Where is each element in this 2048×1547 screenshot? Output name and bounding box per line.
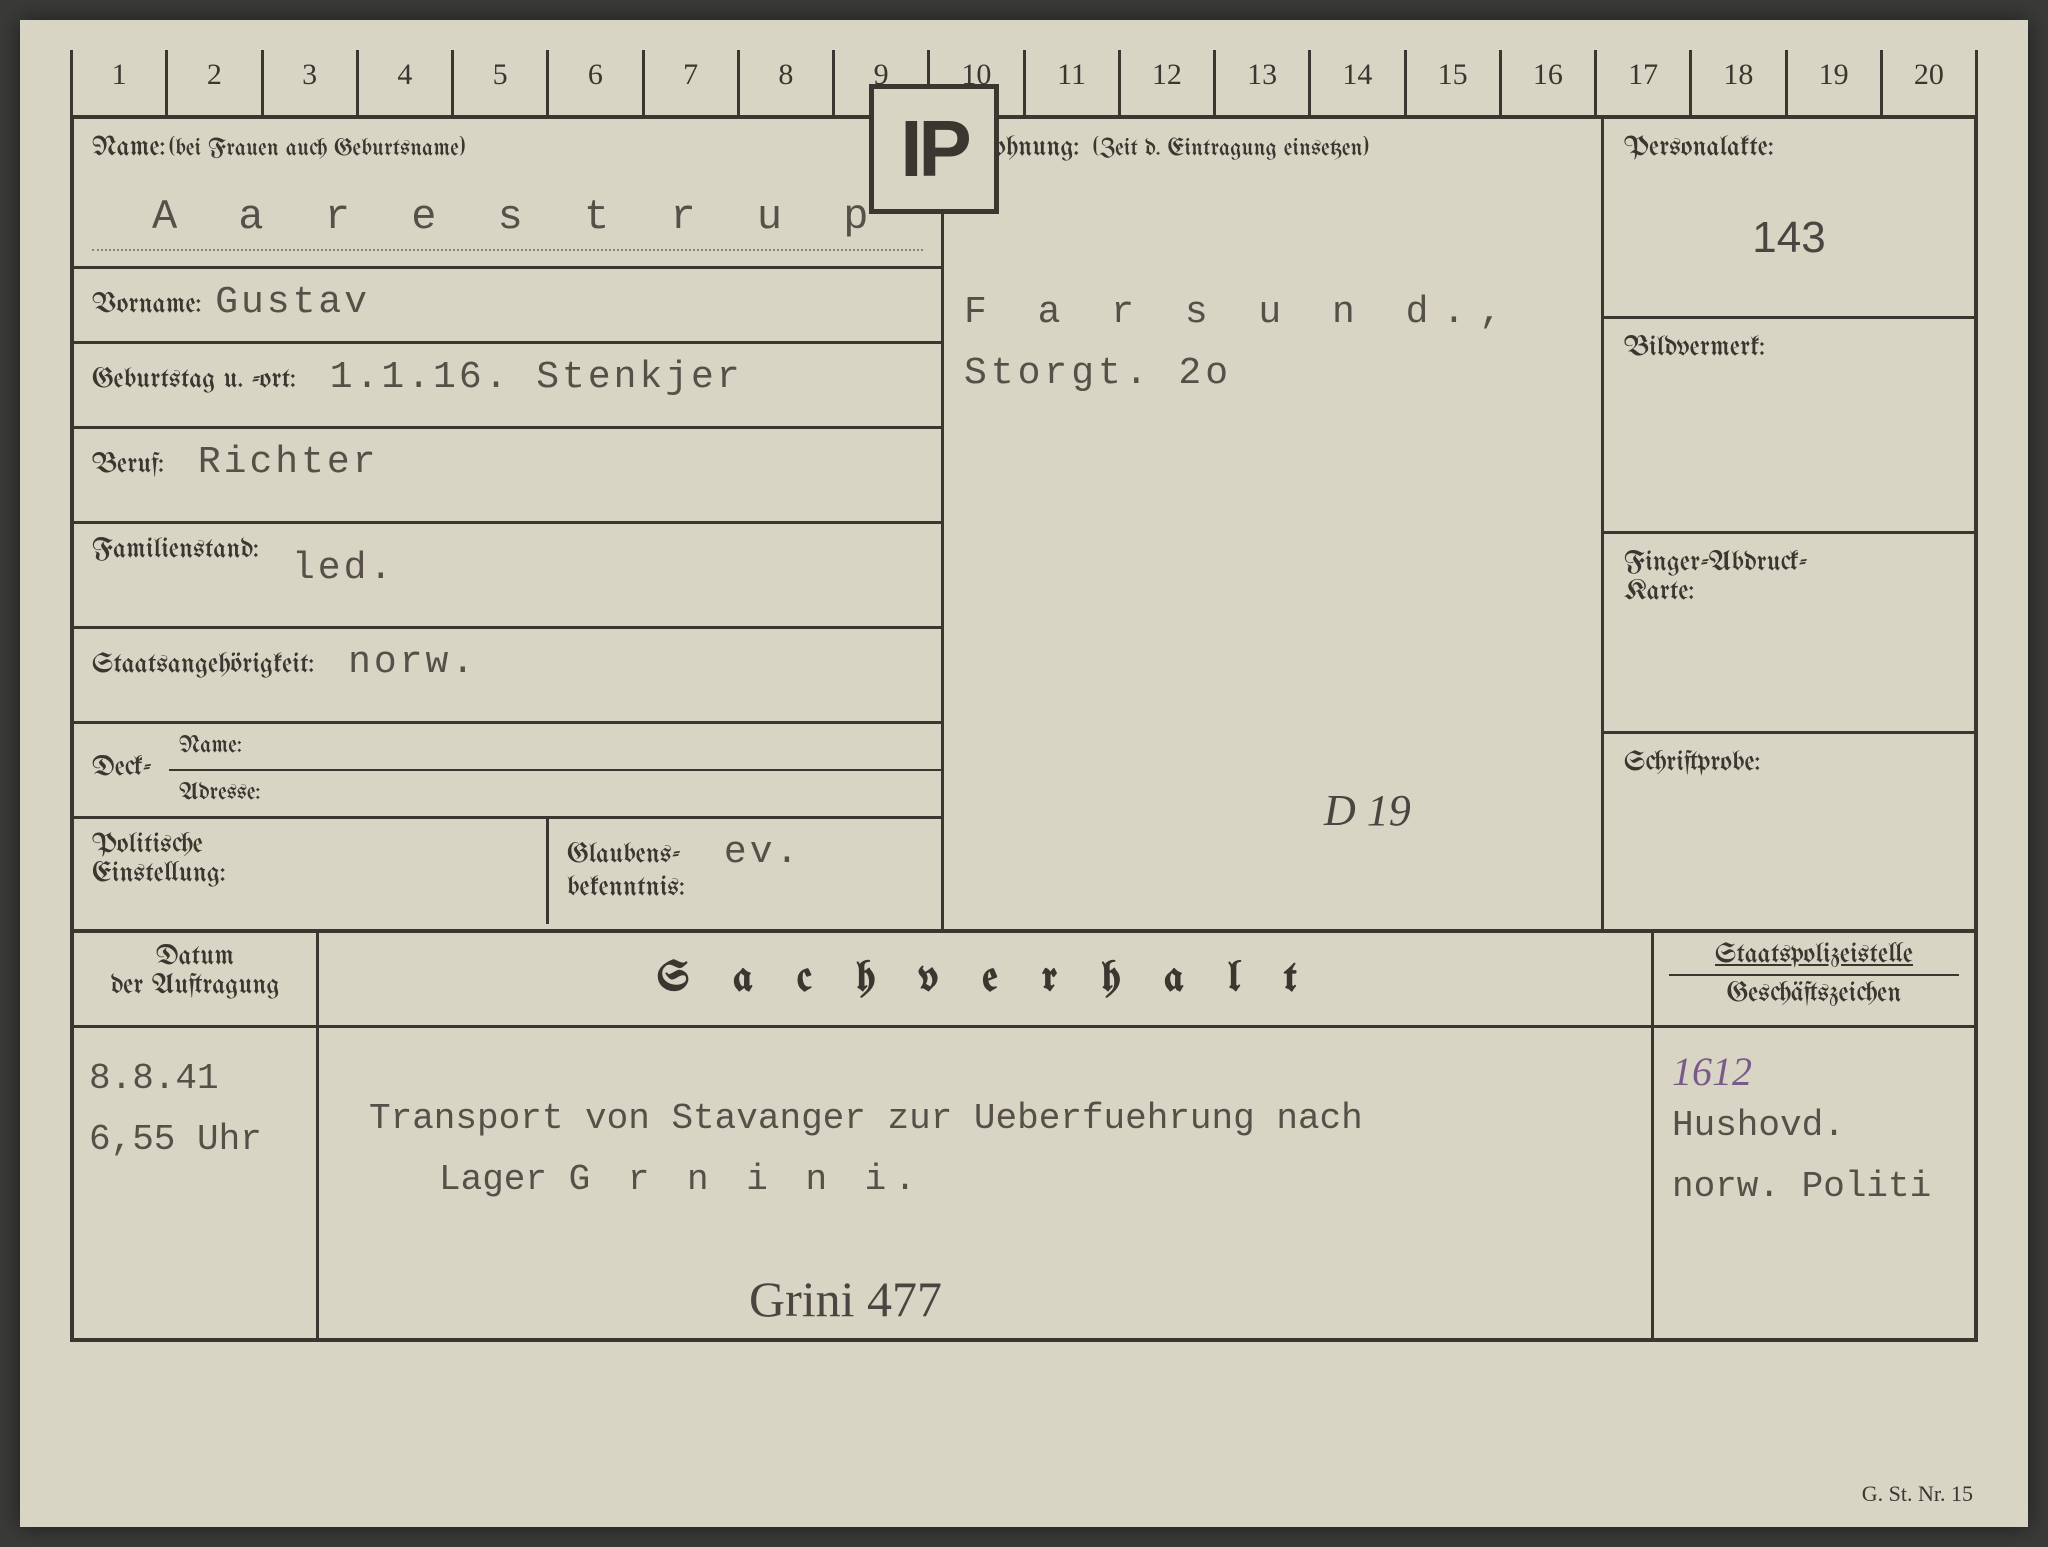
datum-line2: 6,55 Uhr [89, 1109, 301, 1170]
ruler-tick: 4 [356, 50, 451, 115]
vorname-label: Vorname: [92, 291, 201, 320]
ruler-tick: 5 [451, 50, 546, 115]
content-row: 8.8.41 6,55 Uhr Transport von Stavanger … [74, 1028, 1974, 1338]
wohnung-note: (Zeit d. Eintragung einsetzen) [1093, 137, 1368, 162]
signature: Grini 477 [749, 1270, 942, 1328]
personalakte-box: Personalakte: 143 [1604, 119, 1974, 319]
wohnung-line1: F a r s u n d., [964, 283, 1581, 344]
datum-content: 8.8.41 6,55 Uhr [74, 1028, 319, 1338]
ruler-tick: 13 [1213, 50, 1308, 115]
record-card: 1 2 3 4 5 6 7 8 9 10 11 12 13 14 15 16 1… [20, 20, 2028, 1527]
geburtstag-value: 1.1.16. Stenkjer [330, 356, 743, 399]
ruler-tick: 6 [546, 50, 641, 115]
familienstand-label: Familienstand: [92, 536, 259, 565]
schriftprobe-box: Schriftprobe: [1604, 734, 1974, 929]
ruler-tick: 20 [1880, 50, 1978, 115]
staatsang-label: Staatsangehörigkeit: [92, 651, 314, 680]
deck-adresse-label: Adresse: [179, 781, 260, 806]
ruler-tick: 17 [1594, 50, 1689, 115]
beruf-label: Beruf: [92, 451, 164, 480]
sachverhalt-header: S a c h v e r h a l t [319, 933, 1654, 1025]
datum-line1: 8.8.41 [89, 1048, 301, 1109]
staat-handwritten: 1612 [1672, 1048, 1956, 1095]
staat-content: 1612 Hushovd. norw. Politi [1654, 1028, 1974, 1338]
form-frame: IP Name: (bei Frauen auch Geburtsname) A… [70, 115, 1978, 1342]
fingerabdruck-label: Finger-Abdruck- [1624, 549, 1807, 578]
middle-column: Wohnung: (Zeit d. Eintragung einsetzen) … [944, 119, 1604, 929]
beruf-value: Richter [198, 441, 379, 484]
name-note: (bei Frauen auch Geburtsname) [169, 137, 465, 162]
name-label: Name: [92, 134, 165, 163]
top-section: IP Name: (bei Frauen auch Geburtsname) A… [74, 119, 1974, 929]
ruler-tick: 3 [261, 50, 356, 115]
bottom-section: Datum der Auftragung S a c h v e r h a l… [74, 929, 1974, 1338]
ruler-tick: 16 [1499, 50, 1594, 115]
sach-line2b: G r n i n i. [569, 1159, 924, 1200]
wohnung-code: D 19 [1324, 786, 1411, 835]
datum-label: Datum [156, 943, 234, 972]
geburtstag-label: Geburtstag u. -ort: [92, 366, 296, 395]
ruler-tick: 12 [1118, 50, 1213, 115]
ruler-tick: 2 [165, 50, 260, 115]
karte-label: Karte: [1624, 578, 1694, 607]
ruler-tick: 14 [1308, 50, 1403, 115]
left-column: Name: (bei Frauen auch Geburtsname) A a … [74, 119, 944, 929]
vorname-value: Gustav [215, 281, 370, 324]
geburtstag-field: Geburtstag u. -ort: 1.1.16. Stenkjer [74, 344, 941, 429]
bildvermerk-box: Bildvermerk: [1604, 319, 1974, 534]
top-ruler: 1 2 3 4 5 6 7 8 9 10 11 12 13 14 15 16 1… [70, 50, 1978, 115]
ruler-tick: 19 [1785, 50, 1880, 115]
staatsang-field: Staatsangehörigkeit: norw. [74, 629, 941, 724]
ip-badge: IP [869, 84, 999, 214]
politische-label: Politische [92, 831, 203, 860]
schriftprobe-label: Schriftprobe: [1624, 749, 1760, 778]
ruler-tick: 7 [642, 50, 737, 115]
deck-field: Deck- Name: Adresse: [74, 724, 941, 819]
glaubens-value: ev. [724, 831, 801, 874]
political-religion-row: Politische Einstellung: Glaubens- ev. be… [74, 819, 941, 924]
vorname-field: Vorname: Gustav [74, 269, 941, 344]
staatspolizei-header: Staatspolizeistelle Geschäftszeichen [1654, 933, 1974, 1025]
wohnung-line2: Storgt. 2o [964, 344, 1581, 405]
deck-name-label: Name: [179, 734, 242, 759]
ruler-tick: 18 [1689, 50, 1784, 115]
wohnung-value: F a r s u n d., Storgt. 2o [964, 283, 1581, 405]
sach-line2a: Lager [439, 1159, 569, 1200]
name-field: Name: (bei Frauen auch Geburtsname) A a … [74, 119, 941, 269]
glaubens-field: Glaubens- ev. bekenntnis: [549, 819, 941, 924]
familienstand-field: Familienstand: led. [74, 524, 941, 629]
staatsang-value: norw. [348, 641, 477, 684]
ruler-tick: 15 [1404, 50, 1499, 115]
bottom-header: Datum der Auftragung S a c h v e r h a l… [74, 933, 1974, 1028]
einstellung-label: Einstellung: [92, 860, 226, 889]
footer-note: G. St. Nr. 15 [1862, 1481, 1973, 1507]
name-value: A a r e s t r u p [152, 193, 886, 241]
datum-header: Datum der Auftragung [74, 933, 319, 1025]
ruler-tick: 8 [737, 50, 832, 115]
sach-line1: Transport von Stavanger zur Ueberfuehrun… [369, 1088, 1611, 1149]
familienstand-value: led. [292, 547, 395, 590]
bekenntnis-label: bekenntnis: [567, 874, 685, 903]
geschaeftszeichen-label: Geschäftszeichen [1727, 980, 1902, 1009]
fingerabdruck-box: Finger-Abdruck- Karte: [1604, 534, 1974, 734]
personalakte-value: 143 [1624, 213, 1954, 263]
staatspolizei-label: Staatspolizeistelle [1715, 941, 1913, 970]
ruler-tick: 1 [70, 50, 165, 115]
staat-line2: norw. Politi [1672, 1156, 1956, 1217]
beruf-field: Beruf: Richter [74, 429, 941, 524]
deck-label: Deck- [92, 754, 151, 783]
right-column: Personalakte: 143 Bildvermerk: Finger-Ab… [1604, 119, 1974, 929]
sachverhalt-label: S a c h v e r h a l t [657, 957, 1313, 1001]
auftragung-label: der Auftragung [110, 972, 279, 1001]
politische-field: Politische Einstellung: [74, 819, 549, 924]
glaubens-label: Glaubens- [567, 841, 680, 870]
sachverhalt-content: Transport von Stavanger zur Ueberfuehrun… [319, 1028, 1654, 1338]
bildvermerk-label: Bildvermerk: [1624, 334, 1765, 363]
ruler-tick: 11 [1023, 50, 1118, 115]
staat-line1: Hushovd. [1672, 1095, 1956, 1156]
personalakte-label: Personalakte: [1624, 134, 1774, 163]
